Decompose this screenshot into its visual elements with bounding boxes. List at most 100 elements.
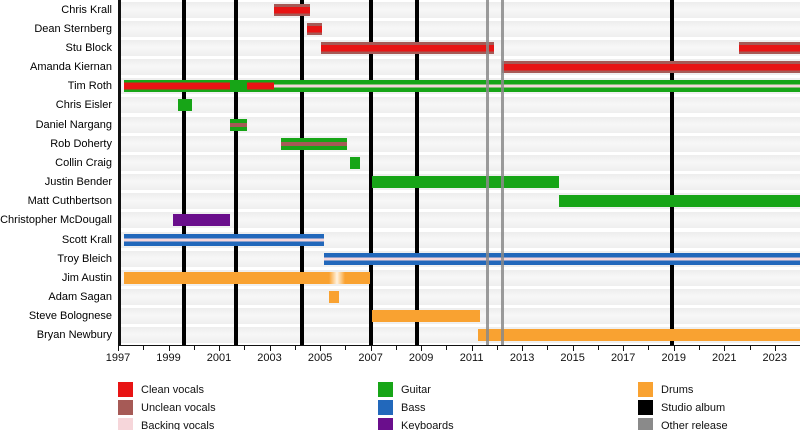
legend-label: Backing vocals bbox=[141, 419, 215, 430]
x-axis-tick bbox=[345, 346, 347, 350]
legend-item: Clean vocals bbox=[118, 382, 204, 397]
member-label: Tim Roth bbox=[67, 80, 112, 93]
x-axis-label: 2013 bbox=[509, 352, 535, 364]
x-axis-label: 2009 bbox=[408, 352, 434, 364]
member-row-band bbox=[121, 116, 800, 133]
member-label: Adam Sagan bbox=[48, 291, 112, 303]
x-axis-tick bbox=[471, 346, 473, 351]
timeline-bar bbox=[172, 214, 230, 227]
timeline-bar bbox=[229, 80, 247, 93]
member-label: Rob Doherty bbox=[50, 137, 112, 150]
legend: Clean vocals Unclean vocals Backing vocals… bbox=[0, 376, 800, 430]
x-axis-label: 2005 bbox=[307, 352, 333, 364]
member-row-band bbox=[121, 212, 800, 229]
legend-label: Studio album bbox=[661, 401, 726, 414]
x-axis-tick bbox=[143, 346, 145, 350]
studio-album-line bbox=[669, 0, 674, 345]
member-row-band bbox=[121, 1, 800, 18]
member-row-band bbox=[121, 154, 800, 171]
x-axis-tick bbox=[118, 346, 119, 351]
timeline-bar bbox=[739, 41, 800, 54]
timeline-bar bbox=[344, 271, 370, 284]
legend-label: Other release bbox=[661, 419, 728, 430]
studio-album-line bbox=[415, 0, 420, 345]
x-axis-label: 2019 bbox=[661, 352, 686, 364]
chart-plot-area bbox=[118, 0, 800, 345]
member-label: Matt Cuthbertson bbox=[27, 195, 112, 208]
drums-legend-swatch bbox=[638, 382, 653, 397]
x-axis-tick bbox=[597, 346, 599, 350]
legend-item: Backing vocals bbox=[118, 418, 214, 430]
clean-legend-swatch bbox=[118, 382, 133, 397]
member-row-band bbox=[121, 97, 800, 114]
x-axis-tick bbox=[395, 346, 397, 350]
other-release-line bbox=[485, 0, 489, 345]
timeline-bar bbox=[229, 118, 247, 131]
timeline-bar bbox=[502, 61, 800, 74]
timeline-bar bbox=[329, 271, 345, 284]
x-axis-tick bbox=[749, 346, 751, 350]
x-axis-line bbox=[118, 345, 800, 346]
legend-item: Keyboards bbox=[378, 418, 454, 430]
timeline-bar bbox=[558, 195, 800, 208]
member-row-band bbox=[121, 20, 800, 37]
studio-album-line bbox=[368, 0, 373, 345]
x-axis-label: 1997 bbox=[105, 352, 131, 364]
legend-item: Other release bbox=[638, 418, 728, 430]
timeline-bar bbox=[307, 22, 323, 35]
legend-label: Unclean vocals bbox=[141, 401, 216, 414]
timeline-bar bbox=[349, 156, 361, 169]
x-axis-tick bbox=[219, 346, 221, 351]
keys-legend-swatch bbox=[378, 418, 393, 430]
timeline-bar bbox=[246, 80, 274, 93]
legend-label: Keyboards bbox=[401, 419, 454, 430]
member-label: Collin Craig bbox=[55, 156, 112, 169]
x-axis-label: 2003 bbox=[257, 352, 282, 364]
timeline-bar bbox=[329, 291, 340, 304]
member-label: Justin Bender bbox=[44, 176, 112, 188]
studio-album-line bbox=[182, 0, 187, 345]
member-label: Jim Austin bbox=[61, 271, 112, 284]
timeline-bar bbox=[371, 310, 481, 323]
x-axis-tick bbox=[320, 346, 322, 351]
x-axis-tick bbox=[193, 346, 195, 350]
member-label: Dean Sternberg bbox=[34, 22, 112, 35]
studio-album-line bbox=[299, 0, 304, 345]
x-axis-tick bbox=[168, 346, 170, 351]
x-axis-tick bbox=[522, 346, 524, 351]
timeline-bar bbox=[177, 99, 193, 112]
x-axis-tick bbox=[496, 346, 498, 350]
x-axis-tick bbox=[648, 346, 650, 350]
legend-item: Unclean vocals bbox=[118, 400, 216, 415]
x-axis-tick bbox=[698, 346, 700, 350]
member-labels-column: Chris Krall Dean Sternberg Stu Block Amanda… bbox=[0, 0, 112, 345]
x-axis-tick bbox=[724, 346, 726, 351]
x-axis-label: 1999 bbox=[156, 352, 181, 364]
member-label: Stu Block bbox=[65, 41, 112, 54]
x-axis-label: 2001 bbox=[206, 352, 232, 364]
x-axis-tick bbox=[421, 346, 423, 351]
album-legend-swatch bbox=[638, 400, 653, 415]
legend-item: Drums bbox=[638, 382, 693, 397]
x-axis-tick bbox=[446, 346, 448, 350]
member-label: Steve Bolognese bbox=[28, 310, 112, 323]
timeline-bar bbox=[372, 176, 559, 189]
x-axis-tick bbox=[774, 346, 776, 351]
timeline-bar bbox=[123, 80, 230, 93]
legend-label: Drums bbox=[661, 383, 694, 396]
timeline-bar bbox=[281, 137, 348, 150]
member-label: Amanda Kiernan bbox=[30, 61, 112, 73]
x-axis-tick bbox=[370, 346, 372, 351]
member-label: Chris Krall bbox=[61, 3, 112, 16]
x-axis-tick bbox=[547, 346, 549, 350]
x-axis-tick bbox=[623, 346, 625, 351]
timeline-bar bbox=[320, 41, 495, 54]
member-label: Chris Eisler bbox=[55, 99, 112, 112]
member-row-band bbox=[121, 289, 800, 305]
x-axis-tick bbox=[673, 346, 675, 351]
bass-legend-swatch bbox=[378, 400, 393, 415]
x-axis-tick bbox=[572, 346, 574, 351]
member-label: Daniel Nargang bbox=[35, 118, 112, 131]
x-axis-label: 2021 bbox=[711, 352, 737, 364]
